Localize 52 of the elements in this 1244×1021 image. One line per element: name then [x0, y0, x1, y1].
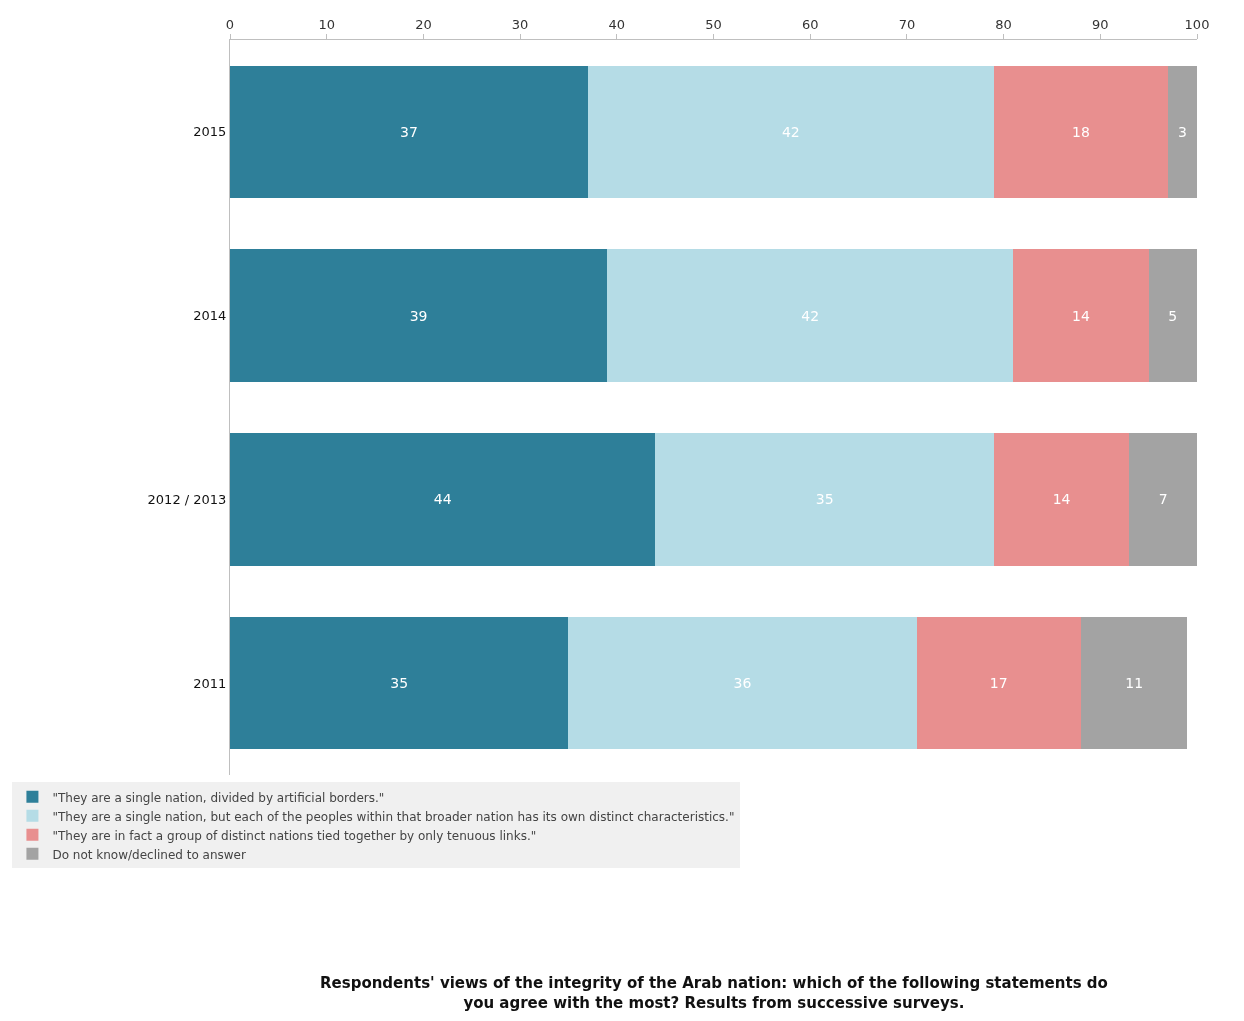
x-tick-label: 20: [415, 16, 432, 32]
y-tick-label: 2012 / 2013: [147, 491, 227, 507]
bar: [1129, 433, 1197, 566]
bar: [587, 65, 994, 199]
bar: [1148, 249, 1197, 382]
x-tick-label: 70: [898, 16, 916, 32]
x-tick-label: 40: [608, 16, 626, 32]
y-tick-label: 2014: [193, 308, 227, 324]
x-tick-label: 10: [318, 16, 335, 32]
legend-label: Do not know/declined to answer: [52, 847, 246, 862]
legend-label: "They are a single nation, divided by artificial borders.": [52, 790, 385, 805]
legend-label: "They are a single nation, but each of the peoples within that broader nation has its own distinct characteristics.": [52, 809, 735, 824]
data-label: 11: [1125, 675, 1144, 692]
data-label: 35: [390, 675, 409, 692]
data-label: 35: [815, 491, 834, 508]
text: Respondents' views of the integrity of the Arab nation: which of the following statements do you agree with the most? Results from successive surveys.: [320, 974, 1108, 1012]
x-tick-label: 30: [511, 16, 529, 32]
bar: [230, 65, 588, 199]
bar: [655, 433, 994, 566]
x-tick-label: 50: [705, 16, 722, 32]
y-tick-label: 2015: [193, 124, 227, 140]
data-label: 44: [433, 491, 452, 508]
bar: [568, 616, 917, 750]
data-label: 37: [399, 123, 418, 140]
data-label: 18: [1072, 123, 1090, 140]
x-tick-label: 100: [1184, 16, 1210, 32]
bar: [1167, 65, 1197, 199]
bar: [607, 249, 1014, 382]
bar: [993, 65, 1168, 199]
data-label: 5: [1168, 307, 1178, 324]
data-label: 36: [733, 675, 752, 692]
bar: [230, 433, 656, 566]
y-tick-label: 2011: [193, 675, 227, 691]
x-tick-label: 80: [995, 16, 1012, 32]
data-label: 39: [409, 307, 428, 324]
data-label: 17: [989, 675, 1008, 692]
x-tick-label: 0: [225, 16, 235, 32]
bar: [916, 616, 1081, 750]
bar: [1013, 249, 1149, 382]
bar: [230, 616, 569, 750]
data-label: 42: [781, 123, 800, 140]
legend-label: "They are in fact a group of distinct nations tied together by only tenuous links.": [52, 828, 537, 843]
bar: [993, 433, 1130, 566]
data-label: 14: [1072, 307, 1090, 324]
x-tick-label: 60: [801, 16, 819, 32]
bar: [1080, 616, 1188, 750]
data-label: 7: [1158, 491, 1168, 508]
data-label: 42: [801, 307, 820, 324]
data-label: 14: [1052, 491, 1071, 508]
data-label: 3: [1178, 123, 1187, 140]
x-tick-label: 90: [1092, 16, 1109, 32]
bar: [230, 249, 608, 382]
